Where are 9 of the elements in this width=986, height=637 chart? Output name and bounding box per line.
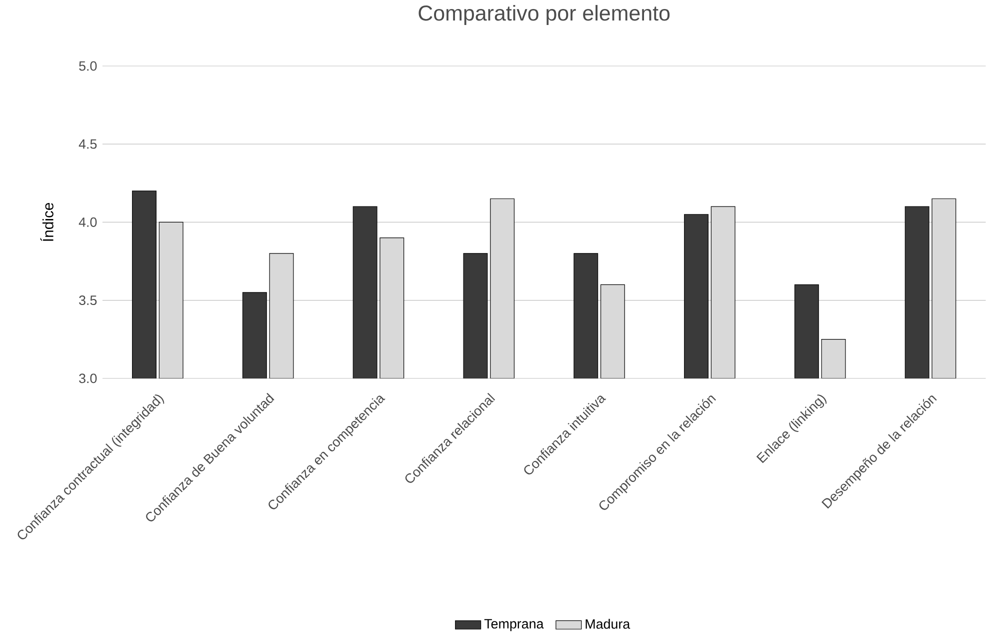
y-tick-label: 4.0 [78,218,97,228]
y-axis-title: Índice [40,203,54,242]
legend-label: Madura [586,618,630,629]
y-tick-label: 3.0 [79,374,97,384]
y-tick-label: 4.5 [78,140,97,149]
y-tick-label: 3.5 [79,296,97,306]
y-tick-label: 5.0 [79,61,97,71]
legend-label: Temprana [484,619,544,632]
chart-title: Comparativo por elemento [418,5,670,26]
